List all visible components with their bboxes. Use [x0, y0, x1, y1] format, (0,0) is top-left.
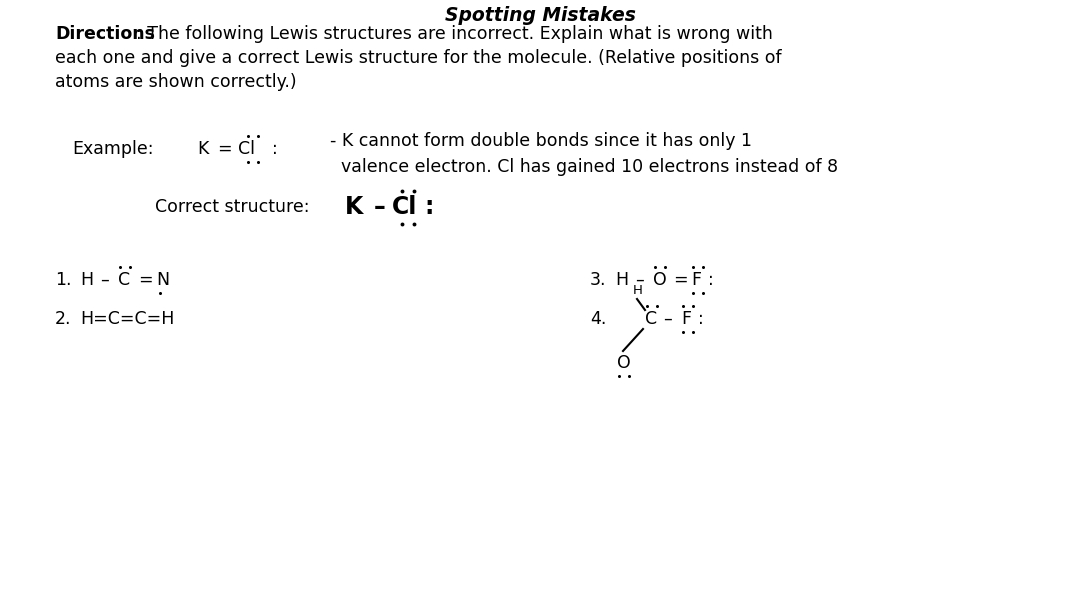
- Text: :: :: [708, 271, 714, 289]
- Text: F: F: [681, 310, 691, 328]
- Text: K: K: [345, 195, 363, 219]
- Text: –: –: [100, 271, 109, 289]
- Text: C: C: [645, 310, 657, 328]
- Text: K: K: [197, 140, 208, 158]
- Text: 3.: 3.: [590, 271, 607, 289]
- Text: Correct structure:: Correct structure:: [156, 198, 310, 216]
- Text: –: –: [635, 271, 644, 289]
- Text: Spotting Mistakes: Spotting Mistakes: [445, 6, 635, 25]
- Text: Directions: Directions: [55, 25, 156, 43]
- Text: C: C: [118, 271, 130, 289]
- Text: =: =: [217, 140, 231, 158]
- Text: atoms are shown correctly.): atoms are shown correctly.): [55, 73, 297, 91]
- Text: 2.: 2.: [55, 310, 71, 328]
- Text: Cl: Cl: [238, 140, 255, 158]
- Text: H=C=C=H: H=C=C=H: [80, 310, 174, 328]
- Text: Cl: Cl: [392, 195, 417, 219]
- Text: H: H: [615, 271, 629, 289]
- Text: 4.: 4.: [590, 310, 606, 328]
- Text: - K cannot form double bonds since it has only 1: - K cannot form double bonds since it ha…: [330, 132, 752, 150]
- Text: –: –: [374, 195, 386, 219]
- Text: –: –: [663, 310, 672, 328]
- Text: :: :: [272, 140, 278, 158]
- Text: Example:: Example:: [72, 140, 153, 158]
- Text: H: H: [80, 271, 93, 289]
- Text: :: :: [424, 195, 433, 219]
- Text: each one and give a correct Lewis structure for the molecule. (Relative position: each one and give a correct Lewis struct…: [55, 49, 782, 67]
- Text: F: F: [691, 271, 701, 289]
- Text: =: =: [138, 271, 152, 289]
- Text: O: O: [653, 271, 666, 289]
- Text: H: H: [633, 284, 643, 297]
- Text: N: N: [156, 271, 170, 289]
- Text: : The following Lewis structures are incorrect. Explain what is wrong with: : The following Lewis structures are inc…: [136, 25, 773, 43]
- Text: 1.: 1.: [55, 271, 71, 289]
- Text: :: :: [698, 310, 704, 328]
- Text: =: =: [673, 271, 688, 289]
- Text: O: O: [617, 354, 631, 372]
- Text: valence electron. Cl has gained 10 electrons instead of 8: valence electron. Cl has gained 10 elect…: [330, 158, 838, 176]
